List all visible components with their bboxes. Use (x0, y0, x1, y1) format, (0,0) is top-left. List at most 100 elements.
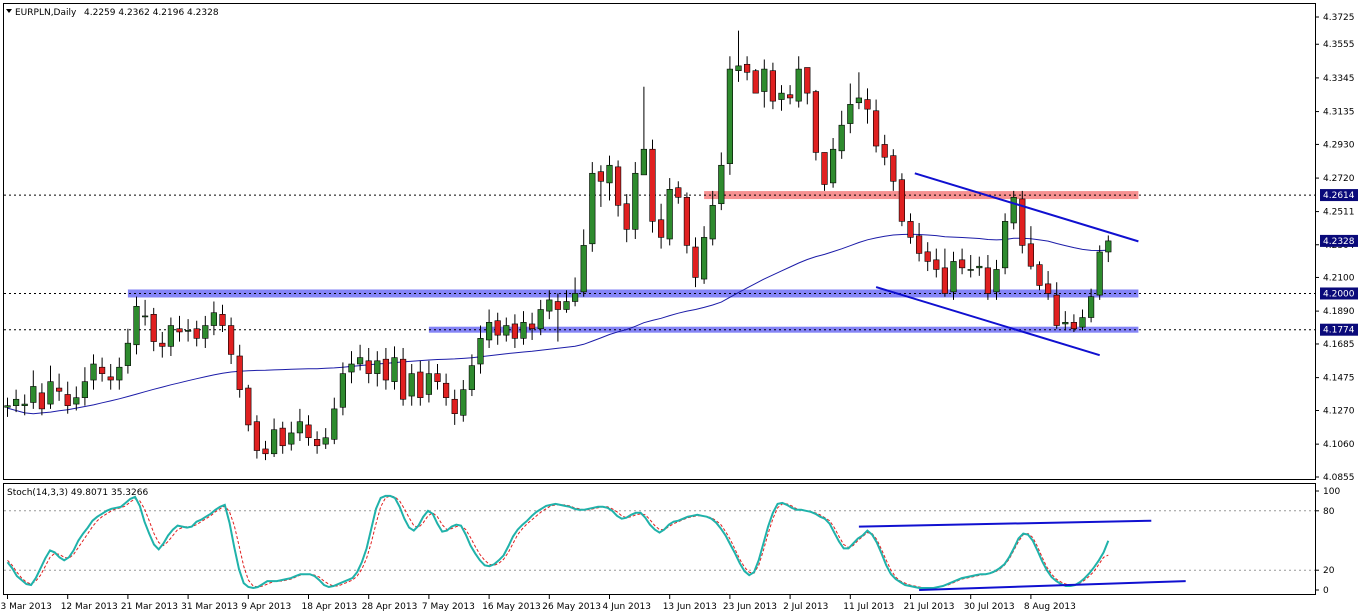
candle (812, 89, 819, 161)
candle-body (391, 357, 398, 382)
candle-body (700, 237, 708, 280)
candle-body (47, 381, 54, 405)
candle (907, 213, 914, 244)
candle (279, 421, 286, 454)
candle-body (503, 325, 510, 336)
candle-body (520, 322, 527, 339)
candle (167, 317, 175, 356)
candle-body (623, 203, 630, 230)
candle (55, 373, 63, 401)
candle-body (124, 342, 131, 366)
candle-body (1096, 251, 1103, 296)
price-tag: 4.1774 (1320, 323, 1358, 336)
candle (1036, 261, 1043, 291)
candle (1105, 235, 1112, 263)
candle (941, 248, 948, 297)
candle (589, 162, 596, 252)
candle (769, 62, 776, 110)
candle (116, 357, 123, 390)
candle-body (1062, 322, 1069, 325)
candle-body (365, 360, 372, 374)
candle-body (804, 67, 811, 94)
candle (950, 251, 957, 300)
y-tick-label: 4.2930 (1323, 140, 1355, 150)
candle-body (73, 397, 80, 405)
candle (761, 59, 768, 108)
candle (4, 397, 11, 417)
candle-body (442, 382, 450, 398)
candle-body (563, 301, 570, 310)
candle (64, 381, 71, 414)
candle (1079, 309, 1086, 331)
candle (872, 99, 880, 153)
candle (1001, 213, 1009, 275)
candle-body (606, 164, 613, 184)
candle-body (1079, 317, 1086, 328)
candle (958, 248, 966, 275)
candle-body (958, 259, 966, 269)
candle-body (150, 314, 157, 342)
x-tick-label: 18 Apr 2013 (302, 602, 358, 612)
price-tag-label: 4.2614 (1323, 191, 1355, 201)
y-tick-label: 4.1685 (1323, 340, 1355, 350)
candle (399, 347, 407, 406)
stoch-panel-frame (3, 483, 1316, 595)
candle (270, 418, 278, 457)
candle (477, 325, 484, 374)
price-tag: 4.2614 (1320, 189, 1358, 202)
candle-body (219, 314, 226, 326)
candle-body (838, 124, 845, 152)
x-tick-label: 2 Jul 2013 (783, 602, 828, 612)
candle-body (485, 322, 493, 341)
candle (864, 88, 871, 124)
candle-body (21, 403, 28, 406)
candle (331, 397, 338, 445)
candle (38, 383, 45, 416)
candle-body (64, 394, 71, 406)
candle-body (657, 219, 665, 238)
stoch-trendline-1 (858, 519, 1152, 528)
candle-body (890, 155, 897, 182)
candle-body (142, 315, 149, 318)
candle-body (331, 408, 338, 440)
candle (675, 181, 682, 204)
candle-body (176, 328, 183, 333)
candle (967, 255, 974, 278)
candle (614, 160, 622, 217)
y-tick-label: 4.3345 (1323, 74, 1355, 84)
stoch-y-tick-label: 20 (1323, 566, 1335, 576)
candle (1053, 282, 1060, 329)
candle-body (159, 342, 166, 347)
candle (847, 83, 854, 134)
candle-body (116, 366, 123, 381)
price-trendline-2 (875, 286, 1100, 357)
candle-body (374, 360, 381, 374)
x-tick-label: 26 May 2013 (542, 602, 601, 612)
candle (494, 312, 501, 345)
candle-body (1070, 322, 1077, 330)
candle-body (1019, 198, 1026, 246)
candle-body (133, 306, 140, 346)
candle-body (589, 172, 596, 245)
candle-body (339, 373, 347, 408)
candle-body (847, 104, 854, 124)
candle-body (348, 363, 355, 373)
candle-body (417, 371, 424, 398)
price-tag: 4.2328 (1320, 234, 1358, 247)
candle (735, 30, 742, 82)
candle-body (193, 328, 200, 339)
candle (142, 299, 149, 326)
x-tick-label: 13 Jun 2013 (663, 602, 717, 612)
candle (202, 315, 209, 348)
candle-body (571, 293, 579, 302)
candle (262, 440, 269, 461)
candle-body (30, 386, 37, 403)
candle-body (649, 148, 656, 222)
price-tag-box (1320, 234, 1358, 247)
header-dropdown-icon[interactable] (6, 9, 12, 13)
candle-body (950, 261, 957, 293)
x-tick-label: 12 Mar 2013 (61, 602, 118, 612)
candle (649, 139, 656, 233)
candle (571, 277, 579, 307)
candle-body (795, 68, 802, 102)
